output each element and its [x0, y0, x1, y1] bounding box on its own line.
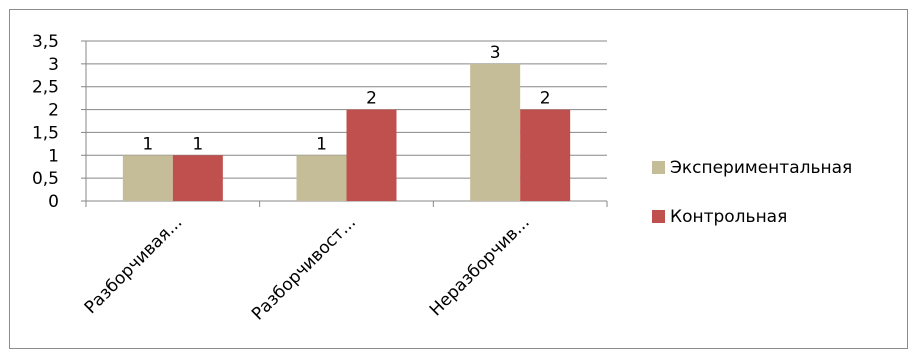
y-tick-label: 1,5: [32, 123, 59, 143]
x-category-label: Разборчивост...: [248, 212, 360, 324]
data-label: 1: [142, 134, 153, 154]
y-tick-label: 1: [48, 146, 59, 166]
x-category-label: Разборчивая...: [81, 212, 187, 318]
bar: [520, 109, 571, 201]
legend-swatch: [652, 161, 665, 174]
data-label: 2: [366, 89, 377, 109]
data-label: 3: [490, 43, 501, 63]
legend-label: Контрольная: [670, 207, 787, 227]
data-label: 1: [316, 134, 327, 154]
y-tick-label: 2,5: [32, 78, 59, 98]
y-tick-label: 3,5: [32, 32, 59, 52]
legend-label: Экспериментальная: [670, 158, 852, 178]
y-tick-label: 2: [48, 101, 59, 121]
x-category-label: Неразборчив...: [426, 212, 534, 320]
y-tick-label: 0,5: [32, 169, 59, 189]
bar: [122, 155, 173, 201]
bar: [172, 155, 223, 201]
bar: [296, 155, 347, 201]
bar: [346, 109, 397, 201]
legend-swatch: [652, 210, 665, 223]
data-label: 2: [540, 89, 551, 109]
y-tick-label: 3: [48, 55, 59, 75]
y-tick-label: 0: [48, 192, 59, 212]
bar: [470, 63, 521, 201]
data-label: 1: [192, 134, 203, 154]
